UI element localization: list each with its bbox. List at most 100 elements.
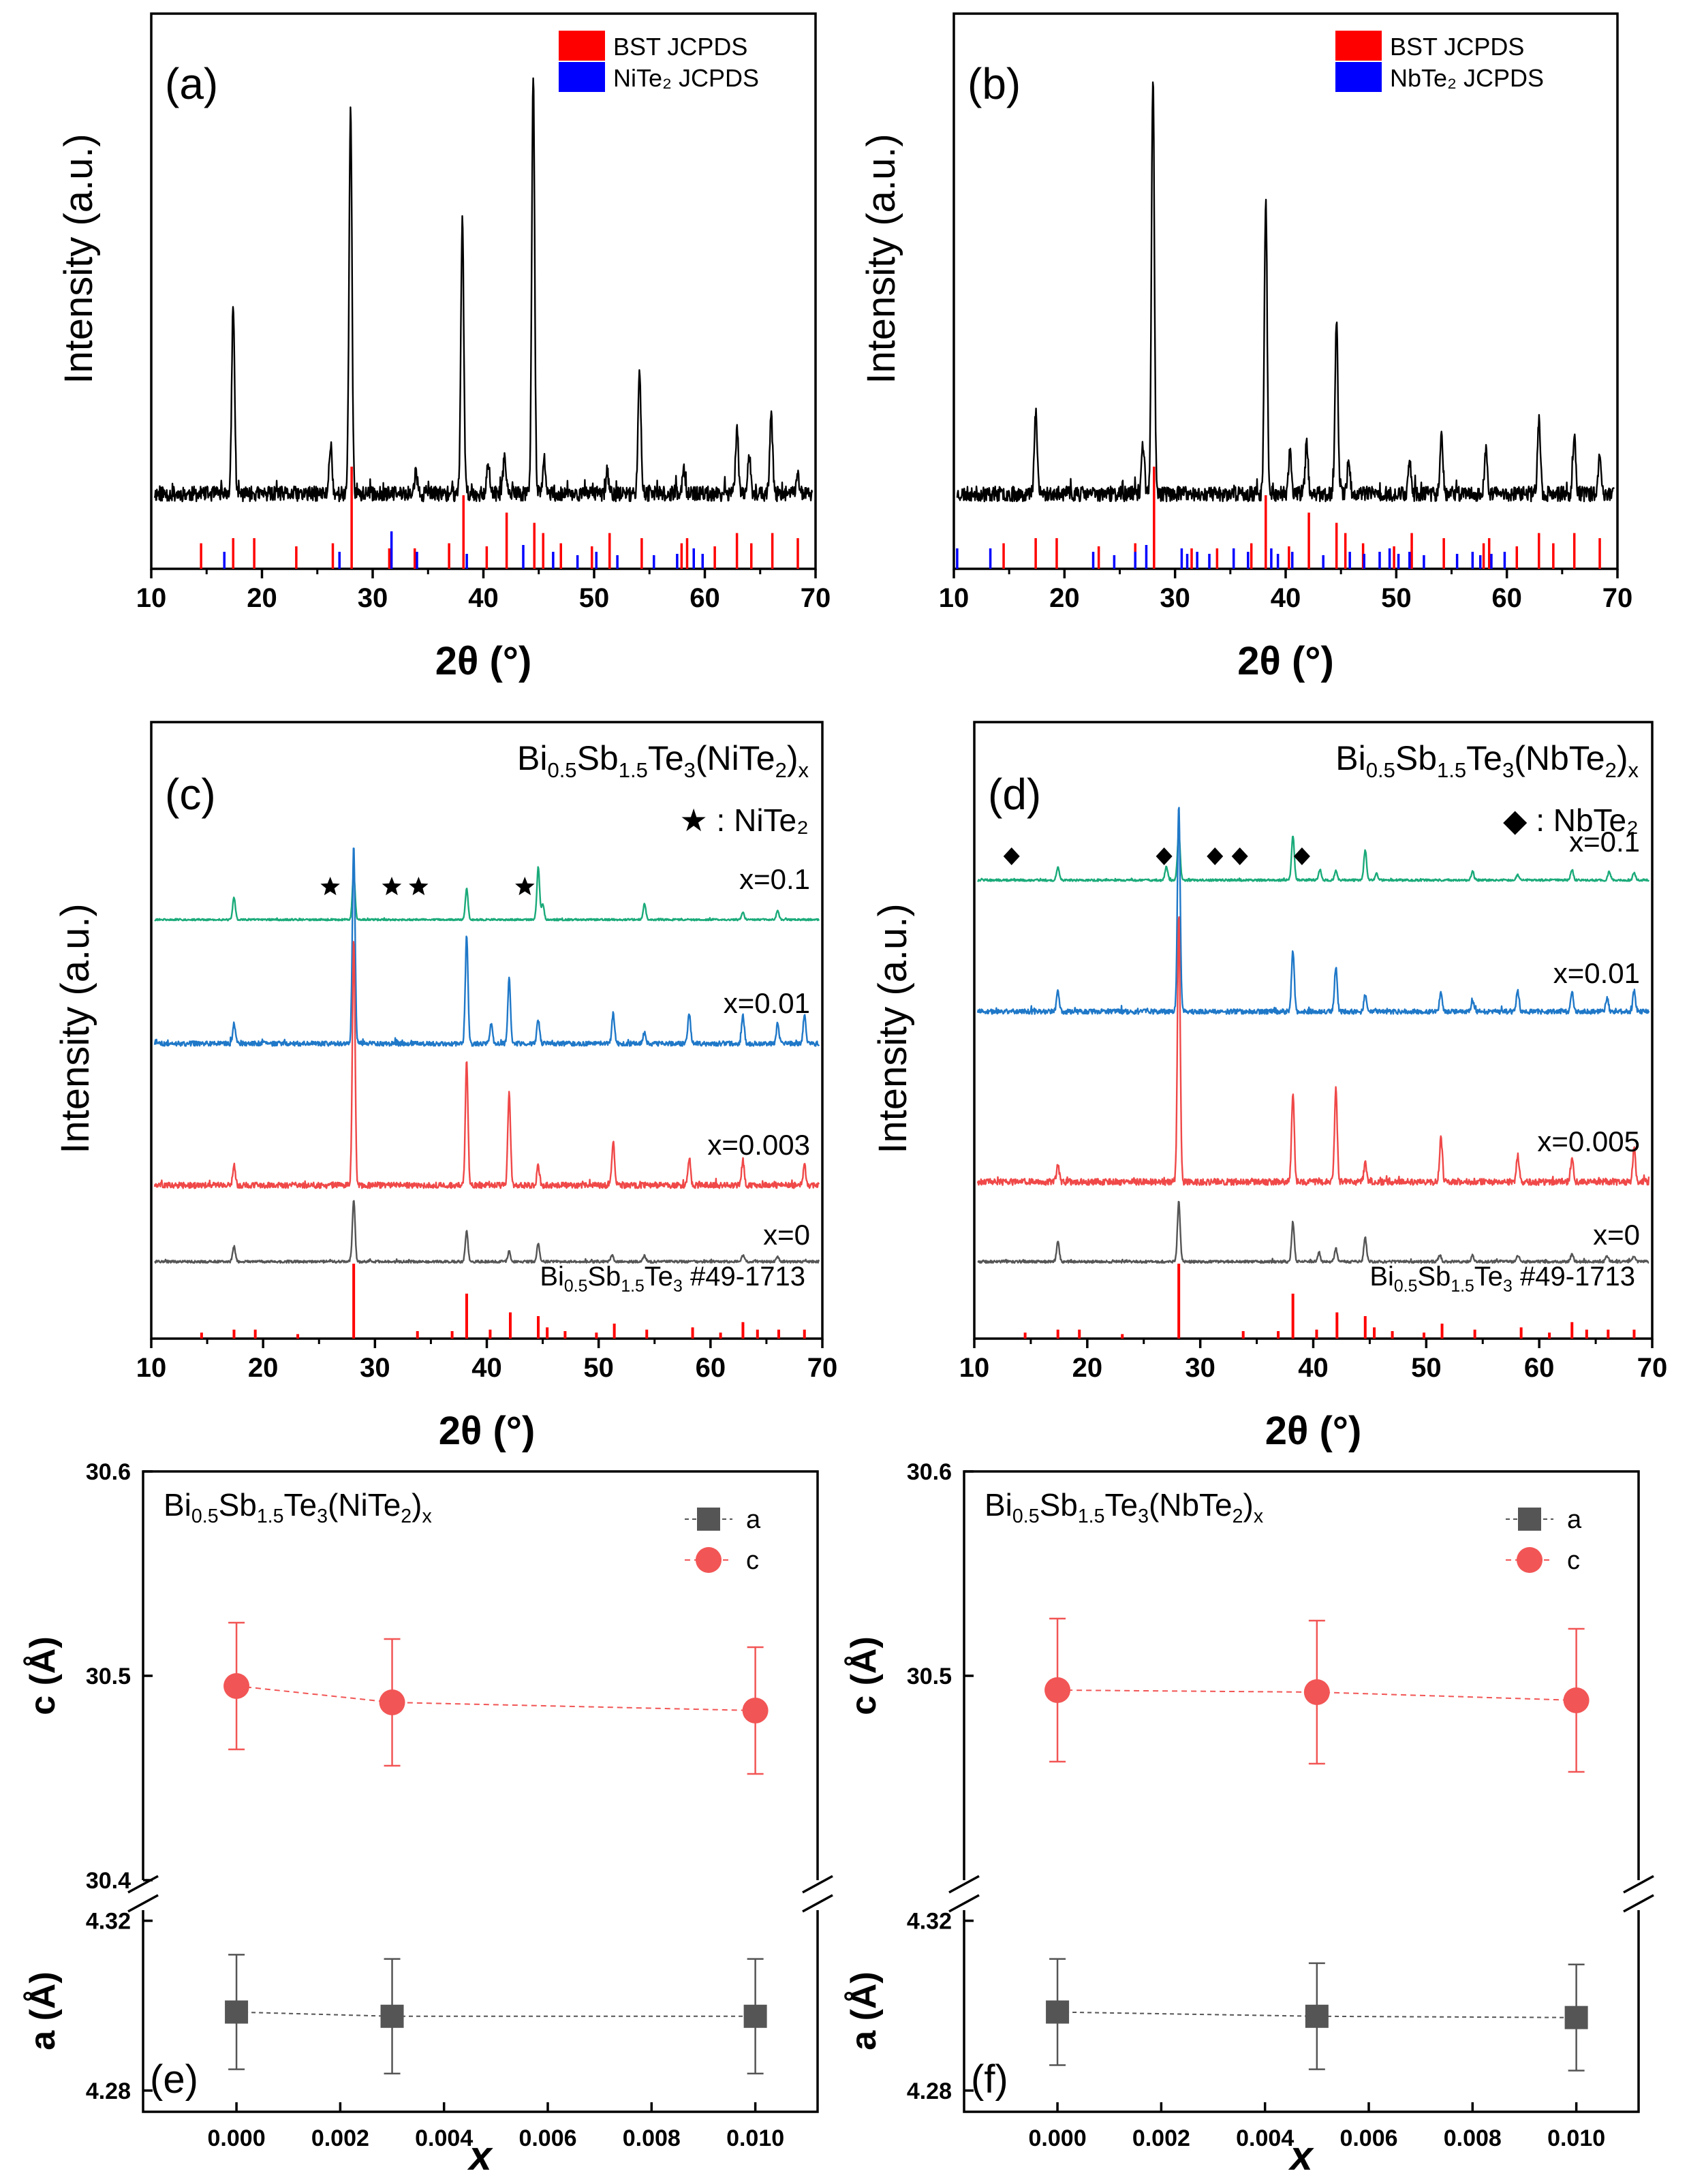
x-tick-label: 30: [1160, 583, 1190, 613]
x-tick-label: 60: [689, 583, 720, 613]
xrd-series-1: [976, 807, 1650, 1015]
axis-break-mark: [948, 1894, 980, 1913]
diamond-marker: [1156, 847, 1173, 865]
legend-swatch: [559, 31, 605, 61]
data-point-a: [1046, 2000, 1070, 2024]
data-point-a: [225, 2000, 249, 2024]
title-part: x: [799, 758, 809, 782]
series-line-a: [236, 2011, 756, 2017]
series-line-c: [236, 1685, 756, 1711]
title-part: 0.5: [564, 1277, 587, 1296]
title-part: #49-1713: [683, 1262, 805, 1292]
x-tick-label: 40: [471, 1353, 502, 1383]
data-point-a: [1564, 2006, 1588, 2029]
x-tick-label: 60: [1491, 583, 1522, 613]
y-tick-label: 4.28: [86, 2078, 131, 2104]
diamond-marker: [1293, 847, 1310, 865]
title-part: Te: [645, 1262, 673, 1292]
axis-break-mark: [948, 1875, 980, 1894]
x-tick-label: 40: [1271, 583, 1301, 613]
legend-label: c: [746, 1546, 759, 1575]
star-marker: [320, 877, 340, 896]
y-tick-label: 30.5: [86, 1664, 131, 1689]
legend-marker-a: [697, 1508, 720, 1531]
panel-label: (e): [150, 2057, 198, 2102]
y-axis-title: Intensity (a.u.): [53, 903, 97, 1153]
x-tick-label: 60: [1524, 1353, 1555, 1383]
data-point-c: [742, 1698, 769, 1723]
title-part: 3: [684, 758, 696, 782]
series-label: x=0.01: [1553, 957, 1640, 989]
axis-break-mark: [802, 1875, 833, 1894]
diamond-marker: [1207, 847, 1224, 865]
legend-swatch: [1335, 62, 1382, 92]
y-axis-title-c: c (Å): [844, 1636, 884, 1715]
title-part: Sb: [1395, 739, 1437, 777]
title-part: Bi: [1335, 739, 1365, 777]
x-tick-label: 10: [136, 1353, 167, 1383]
xrd-series-0: [977, 830, 1650, 882]
x-tick-label: 0.000: [1029, 2125, 1087, 2151]
title-part: 3: [1502, 758, 1514, 782]
title-part: 1.5: [619, 758, 648, 782]
x-tick-label: 70: [807, 1353, 838, 1383]
panel-title: Bi0.5Sb1.5Te3(NbTe2)x: [985, 1487, 1263, 1527]
title-part: Te: [1104, 1487, 1138, 1523]
series-label: x=0.1: [739, 863, 810, 895]
series-label: x=0: [763, 1219, 810, 1251]
x-tick-label: 50: [579, 583, 610, 613]
plot-frame-lower: [142, 1910, 819, 2113]
legend-label: NiTe₂ JCPDS: [613, 64, 759, 92]
x-tick-label: 50: [1381, 583, 1412, 613]
y-axis-title: Intensity (a.u.): [871, 903, 915, 1153]
axis-break-mark: [1623, 1894, 1654, 1913]
star-marker: [409, 877, 429, 896]
x-tick-label: 30: [360, 1353, 390, 1383]
title-part: ): [787, 739, 799, 777]
data-point-a: [380, 2004, 404, 2028]
data-point-c: [1563, 1687, 1590, 1713]
plot-frame-lower: [963, 1910, 1640, 2113]
x-axis-title: 2θ (°): [1265, 1409, 1362, 1453]
xrd-pattern: [153, 77, 813, 503]
xrd-series-3: [154, 1200, 820, 1264]
xrd-series-1: [153, 847, 820, 1047]
legend-label: NbTe₂ JCPDS: [1390, 64, 1544, 92]
title-part: (NiTe: [328, 1487, 401, 1523]
title-part: 0.5: [1394, 1277, 1417, 1296]
y-axis-title-a: a (Å): [844, 1971, 884, 2050]
series-label: x=0.005: [1537, 1125, 1640, 1157]
x-tick-label: 20: [247, 583, 277, 613]
legend-marker-c: [1517, 1547, 1543, 1573]
x-axis-title: x: [467, 2133, 493, 2179]
x-tick-label: 0.006: [1339, 2125, 1397, 2151]
title-part: Bi: [517, 739, 547, 777]
title-part: Sb: [577, 739, 619, 777]
reference-label: Bi0.5Sb1.5Te3 #49-1713: [540, 1262, 805, 1296]
x-tick-label: 30: [358, 583, 388, 613]
series-line-a: [1057, 2011, 1577, 2018]
xrd-pattern: [956, 81, 1615, 503]
title-part: Bi: [540, 1262, 564, 1292]
y-tick-label: 30.5: [907, 1664, 952, 1689]
x-tick-label: 70: [1637, 1353, 1668, 1383]
xrd-series-2: [153, 941, 820, 1189]
panel-label: (b): [967, 59, 1021, 108]
x-tick-label: 40: [1298, 1353, 1329, 1383]
y-tick-label: 4.28: [907, 2078, 952, 2104]
y-axis-title-a: a (Å): [23, 1971, 63, 2050]
title-part: Sb: [1417, 1262, 1451, 1292]
title-part: Sb: [219, 1487, 257, 1523]
panel-title: Bi0.5Sb1.5Te3(NiTe2)x: [517, 739, 809, 782]
axis-break-mark: [1623, 1875, 1654, 1894]
star-marker: [382, 877, 402, 896]
data-point-c: [379, 1689, 405, 1715]
x-tick-label: 0.000: [208, 2125, 266, 2151]
title-part: 2: [401, 1506, 412, 1527]
series-label: x=0: [1593, 1219, 1640, 1251]
x-tick-label: 70: [801, 583, 831, 613]
legend-swatch: [559, 62, 605, 92]
marker-legend: ◆ : NbTe₂: [1503, 802, 1639, 838]
title-part: 0.5: [191, 1506, 219, 1527]
diamond-marker: [1231, 847, 1248, 865]
